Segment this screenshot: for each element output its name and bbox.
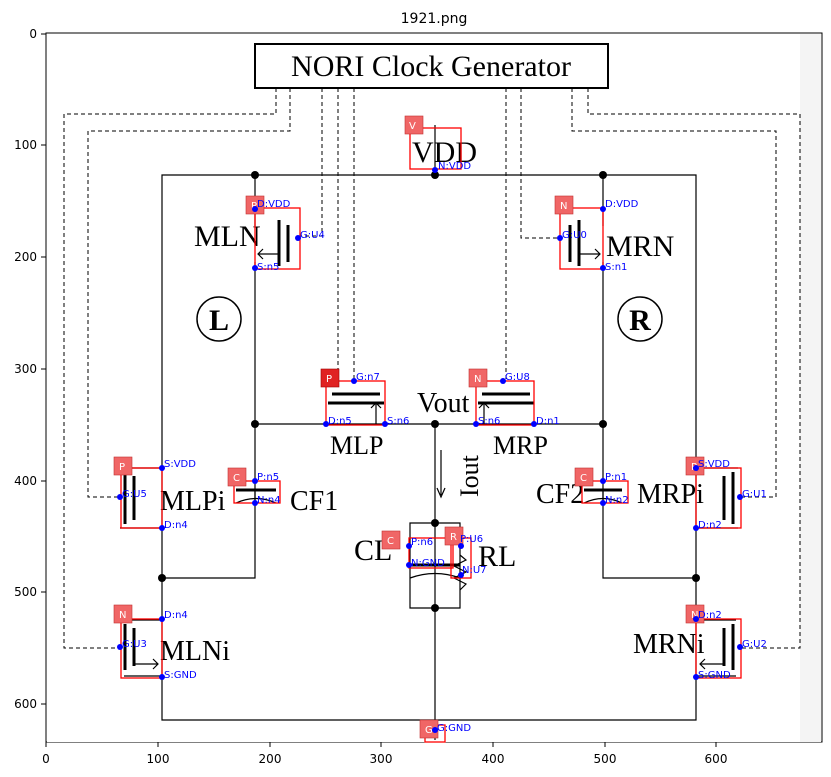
- pin-label: N:GND: [411, 558, 445, 569]
- pin-label: G:U3: [122, 639, 147, 650]
- pin-label: G:U0: [562, 230, 587, 241]
- pin-label: N:U7: [462, 565, 487, 576]
- pin-label: S:n6: [478, 416, 500, 427]
- pin-label: D:VDD: [605, 199, 639, 210]
- pin-label: D:n4: [164, 610, 188, 621]
- image-margin: [800, 34, 821, 742]
- pin-label: G:U8: [505, 372, 530, 383]
- badge-label: P: [119, 462, 125, 473]
- pin-label: S:n6: [387, 416, 409, 427]
- figure-title: 1921.png: [401, 11, 468, 27]
- y-tick-label: 0: [29, 27, 37, 41]
- mrp-label: MRP: [493, 431, 548, 460]
- pin-label: N:n4: [257, 495, 281, 506]
- mlni-label: MLNi: [160, 636, 230, 667]
- x-tick-label: 100: [147, 752, 170, 766]
- pin-label: S:GND: [698, 670, 731, 681]
- header-box: [254, 43, 609, 89]
- badge-label: P: [326, 374, 332, 385]
- pin-label: G:n7: [356, 372, 380, 383]
- pin-label: S:GND: [164, 670, 197, 681]
- x-tick-label: 200: [259, 752, 282, 766]
- pin-label: P:n6: [411, 537, 433, 548]
- y-tick-label: 500: [14, 585, 37, 599]
- badge-label: R: [450, 532, 457, 543]
- y-ticks: [41, 33, 46, 705]
- pin-label: D:n4: [164, 520, 188, 531]
- image-area: [47, 34, 800, 742]
- pin-label: D:n2: [698, 610, 722, 621]
- pin-label: D:n1: [536, 416, 560, 427]
- pin-label: S:n5: [257, 262, 279, 273]
- vdd-label: VDD: [412, 136, 477, 169]
- x-tick-label: 300: [370, 752, 393, 766]
- resistor-symbol: [452, 554, 468, 591]
- y-tick-label: 200: [14, 250, 37, 264]
- pin-label: S:n1: [605, 262, 627, 273]
- x-ticks: [45, 742, 717, 747]
- badge-label: N: [119, 610, 126, 621]
- l-circle: [196, 296, 242, 342]
- transistor-symbols: [123, 220, 735, 670]
- pin-label: S:VDD: [698, 459, 730, 470]
- y-tick-label: 600: [14, 697, 37, 711]
- badge-label: N: [691, 610, 698, 621]
- x-tick-label: 400: [482, 752, 505, 766]
- iout-label: Iout: [455, 454, 484, 497]
- pin-label: N:VDD: [438, 161, 471, 172]
- current-arrow: [436, 450, 446, 499]
- badge-label: V: [409, 121, 416, 132]
- mrn-label: MRN: [606, 230, 674, 263]
- mrpi-label: MRPi: [637, 479, 704, 510]
- badge-label: C: [387, 536, 394, 547]
- pin-label: G:U4: [300, 230, 325, 241]
- cf1-label: CF1: [290, 486, 338, 517]
- x-tick-label: 600: [705, 752, 728, 766]
- pin-label: S:VDD: [164, 459, 196, 470]
- badge-label: C: [233, 473, 240, 484]
- mln-label: MLN: [194, 220, 261, 253]
- pin-label: P:U6: [460, 534, 483, 545]
- x-tick-label: 500: [594, 752, 617, 766]
- mlpi-label: MLPi: [160, 486, 226, 517]
- badge-label: G: [425, 725, 433, 736]
- capacitor-symbols: [235, 488, 623, 579]
- y-tick-label: 100: [14, 138, 37, 152]
- l-circle-label: L: [209, 304, 229, 337]
- pin-label: P:n5: [257, 472, 279, 483]
- pin-dots: [117, 167, 743, 733]
- pin-label: P:n1: [605, 472, 627, 483]
- pin-label: D:n2: [698, 520, 722, 531]
- vout-label: Vout: [417, 388, 470, 419]
- mlp-label: MLP: [330, 431, 383, 460]
- r-circle: [617, 296, 663, 342]
- badge-label: N: [560, 201, 567, 212]
- badge-label: N: [474, 374, 481, 385]
- pin-label: D:VDD: [257, 199, 291, 210]
- mrni-label: MRNi: [633, 629, 705, 660]
- y-tick-label: 300: [14, 362, 37, 376]
- pin-label: G:GND: [437, 723, 471, 734]
- pin-label: N:n2: [605, 495, 629, 506]
- pin-label: D:n5: [328, 416, 352, 427]
- badge-label: C: [580, 473, 587, 484]
- header-title: NORI Clock Generator: [291, 50, 571, 83]
- junction-dots: [158, 171, 700, 612]
- y-tick-label: 400: [14, 474, 37, 488]
- x-tick-label: 0: [42, 752, 50, 766]
- pin-label: G:U1: [742, 489, 767, 500]
- r-circle-label: R: [629, 304, 651, 337]
- rl-label: RL: [478, 540, 516, 573]
- pin-label: G:U5: [122, 489, 147, 500]
- pin-label: G:U2: [742, 639, 767, 650]
